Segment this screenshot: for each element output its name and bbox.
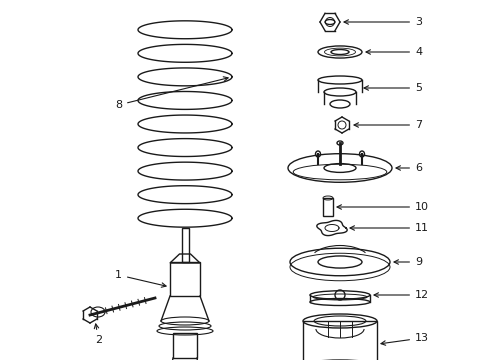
Text: 2: 2 <box>94 324 102 345</box>
Text: 10: 10 <box>336 202 428 212</box>
Text: 4: 4 <box>366 47 421 57</box>
Text: 1: 1 <box>115 270 166 287</box>
Text: 7: 7 <box>353 120 421 130</box>
Text: 5: 5 <box>363 83 421 93</box>
Text: 12: 12 <box>373 290 428 300</box>
Text: 3: 3 <box>344 17 421 27</box>
Text: 6: 6 <box>395 163 421 173</box>
Text: 13: 13 <box>380 333 428 345</box>
Text: 8: 8 <box>115 77 227 110</box>
Text: 9: 9 <box>393 257 421 267</box>
Text: 11: 11 <box>349 223 428 233</box>
